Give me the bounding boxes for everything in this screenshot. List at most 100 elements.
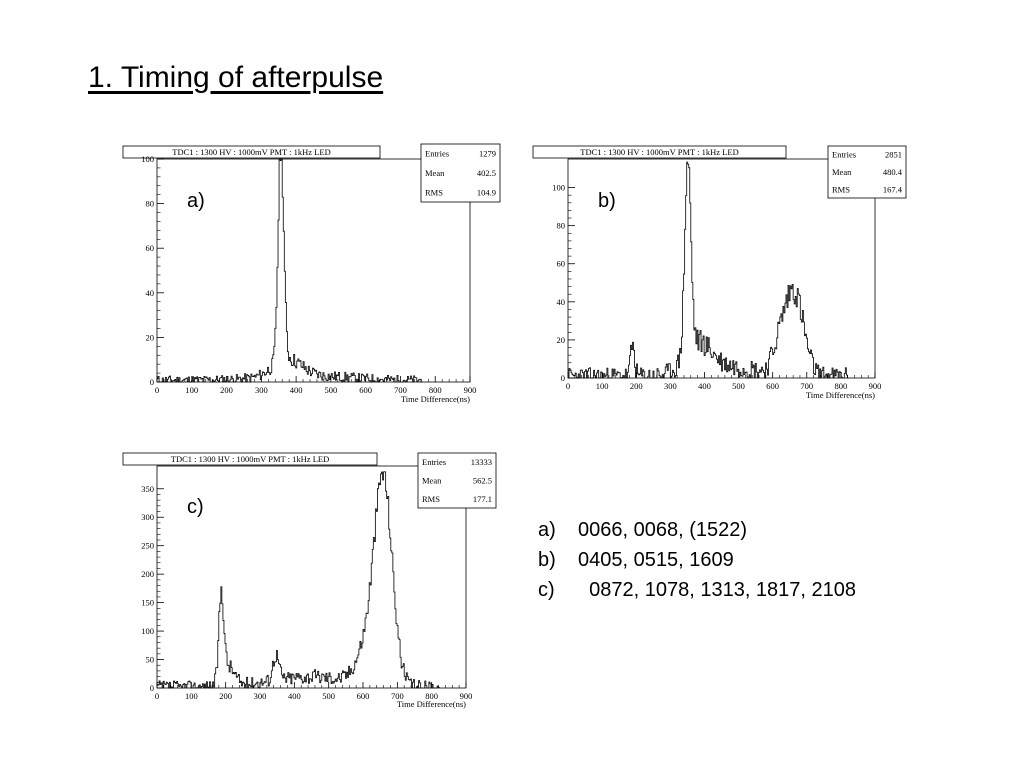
y-tick-label: 40 xyxy=(557,297,566,307)
x-tick-label: 200 xyxy=(630,381,643,391)
run-list-label: c) xyxy=(538,579,555,601)
x-tick-label: 800 xyxy=(429,385,442,395)
x-tick-label: 700 xyxy=(800,381,813,391)
run-list-item-c: c) 0872, 1078, 1313, 1817, 2108 xyxy=(538,575,856,605)
x-tick-label: 100 xyxy=(185,691,198,701)
x-tick-label: 600 xyxy=(357,691,370,701)
y-tick-label: 60 xyxy=(557,259,566,269)
histogram-title-box xyxy=(532,145,787,159)
y-tick-label: 20 xyxy=(557,335,566,345)
x-tick-label: 900 xyxy=(464,385,477,395)
y-tick-label: 250 xyxy=(141,541,154,551)
x-tick-label: 500 xyxy=(732,381,745,391)
x-tick-label: 600 xyxy=(766,381,779,391)
x-axis-label: Time Difference(ns) xyxy=(397,699,466,709)
histogram-title-box xyxy=(122,145,381,159)
stats-value: 13333 xyxy=(471,457,492,467)
stats-value: 402.5 xyxy=(477,168,496,178)
stats-name: Entries xyxy=(425,149,449,159)
run-list-label: a) xyxy=(538,519,556,541)
y-tick-label: 50 xyxy=(146,655,155,665)
stats-name: Entries xyxy=(832,150,856,160)
x-tick-label: 0 xyxy=(155,691,159,701)
stats-name: RMS xyxy=(422,494,440,504)
x-tick-label: 400 xyxy=(288,691,301,701)
y-tick-label: 0 xyxy=(150,377,154,387)
run-list-text: 0066, 0068, (1522) xyxy=(578,519,748,541)
x-tick-label: 700 xyxy=(391,691,404,701)
stats-name: Mean xyxy=(832,167,852,177)
x-tick-label: 200 xyxy=(220,385,233,395)
y-tick-label: 40 xyxy=(146,288,155,298)
plot-frame xyxy=(156,465,467,689)
y-tick-label: 350 xyxy=(141,484,154,494)
x-tick-label: 200 xyxy=(219,691,232,701)
x-tick-label: 400 xyxy=(290,385,303,395)
y-tick-label: 0 xyxy=(150,683,154,693)
histogram-title-box xyxy=(122,452,378,466)
y-tick-label: 200 xyxy=(141,569,154,579)
stats-value: 562.5 xyxy=(473,476,492,486)
x-tick-label: 600 xyxy=(359,385,372,395)
histogram-series xyxy=(568,161,849,379)
x-tick-label: 400 xyxy=(698,381,711,391)
y-tick-label: 100 xyxy=(552,183,565,193)
stats-name: Mean xyxy=(422,476,442,486)
x-tick-label: 900 xyxy=(460,691,473,701)
histogram-series xyxy=(156,471,440,689)
run-list-item-a: a) 0066, 0068, (1522) xyxy=(538,515,856,545)
stats-value: 1279 xyxy=(479,149,496,159)
y-tick-label: 80 xyxy=(146,199,155,209)
x-axis-label: Time Difference(ns) xyxy=(401,394,470,404)
histogram-series xyxy=(156,158,423,383)
x-tick-label: 800 xyxy=(835,381,848,391)
panel-label: a) xyxy=(187,190,205,212)
stats-name: RMS xyxy=(832,184,850,194)
stats-value: 177.1 xyxy=(473,494,492,504)
x-tick-label: 300 xyxy=(664,381,677,391)
y-tick-label: 60 xyxy=(146,243,155,253)
slide-title: 1. Timing of afterpulse xyxy=(88,61,384,94)
x-tick-label: 300 xyxy=(254,691,267,701)
y-tick-label: 150 xyxy=(141,598,154,608)
y-tick-label: 20 xyxy=(146,332,155,342)
x-tick-label: 0 xyxy=(566,381,570,391)
stats-name: Entries xyxy=(422,457,446,467)
histogram-title: TDC1 : 1300 HV : 1000mV PMT : 1kHz LED xyxy=(172,147,330,157)
run-list-label: b) xyxy=(538,549,556,571)
y-tick-label: 100 xyxy=(141,626,154,636)
y-tick-label: 80 xyxy=(557,221,566,231)
stats-value: 167.4 xyxy=(883,184,903,194)
stats-value: 2851 xyxy=(885,150,902,160)
run-list: a) 0066, 0068, (1522) b) 0405, 0515, 1609 … xyxy=(538,515,856,605)
stats-value: 480.4 xyxy=(883,167,903,177)
plot-frame xyxy=(567,158,876,379)
stats-name: RMS xyxy=(425,187,443,197)
x-tick-label: 500 xyxy=(325,385,338,395)
x-tick-label: 300 xyxy=(255,385,268,395)
histogram-title: TDC1 : 1300 HV : 1000mV PMT : 1kHz LED xyxy=(171,454,329,464)
stats-box xyxy=(420,143,501,203)
y-tick-label: 300 xyxy=(141,512,154,522)
x-tick-label: 100 xyxy=(596,381,609,391)
x-tick-label: 0 xyxy=(155,385,159,395)
plot-frame xyxy=(156,158,471,383)
y-tick-label: 100 xyxy=(141,154,154,164)
stats-box xyxy=(417,452,497,509)
x-tick-label: 800 xyxy=(425,691,438,701)
x-tick-label: 500 xyxy=(322,691,335,701)
x-axis-label: Time Difference(ns) xyxy=(806,390,875,400)
stats-name: Mean xyxy=(425,168,445,178)
histogram-title: TDC1 : 1300 HV : 1000mV PMT : 1kHz LED xyxy=(580,147,738,157)
x-tick-label: 700 xyxy=(394,385,407,395)
run-list-text: 0872, 1078, 1313, 1817, 2108 xyxy=(578,579,857,601)
run-list-item-b: b) 0405, 0515, 1609 xyxy=(538,545,856,575)
stats-box xyxy=(827,145,907,199)
panel-label: c) xyxy=(187,496,204,518)
x-tick-label: 900 xyxy=(869,381,882,391)
panel-label: b) xyxy=(598,190,616,212)
y-tick-label: 0 xyxy=(561,373,565,383)
